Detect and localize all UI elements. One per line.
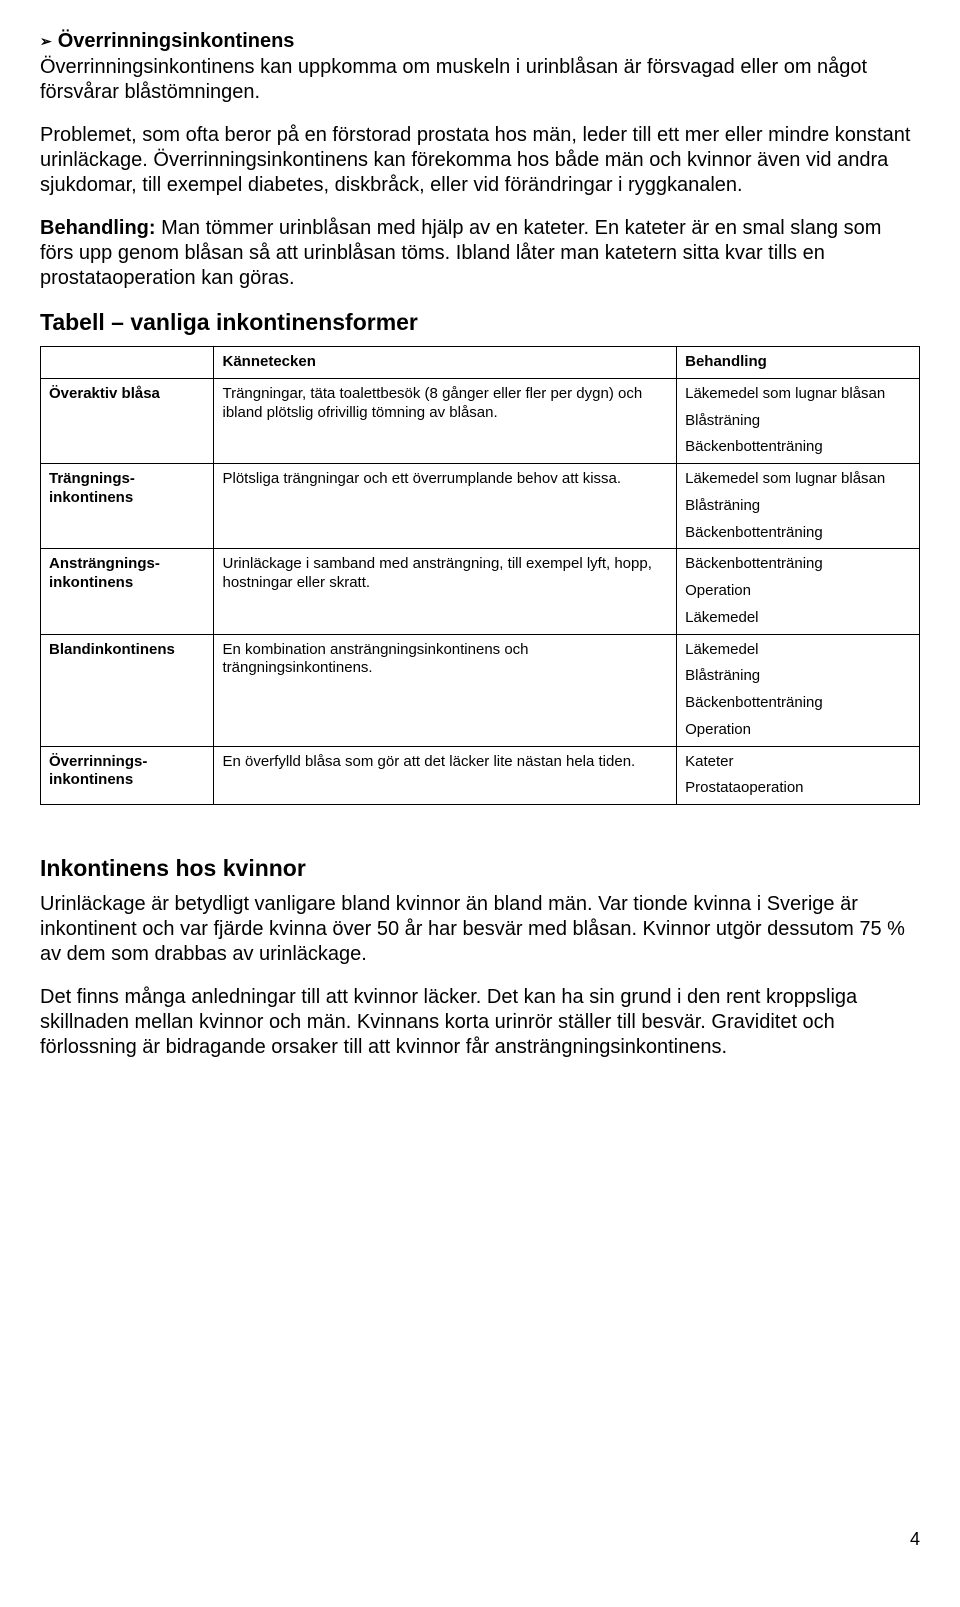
row-kenn: En kombination ansträngningsinkontinens … (214, 634, 677, 746)
page: ➢ Överrinningsinkontinens Överrinningsin… (0, 0, 960, 1570)
row-beh: Läkemedel som lugnar blåsan Blåsträning Bä… (677, 378, 920, 463)
paragraph: Överrinningsinkontinens kan uppkomma om … (40, 55, 920, 105)
beh-item: Bäckenbottenträning (685, 694, 911, 713)
table-header-beh: Behandling (677, 347, 920, 379)
beh-item: Prostataoperation (685, 779, 911, 798)
heading-text: Överrinningsinkontinens (58, 30, 295, 53)
paragraph: Det finns många anledningar till att kvi… (40, 985, 920, 1060)
paragraph-behandling: Behandling: Man tömmer urinblåsan med hj… (40, 216, 920, 291)
row-beh: Kateter Prostataoperation (677, 746, 920, 805)
beh-item: Läkemedel (685, 609, 911, 628)
behandling-label: Behandling: (40, 217, 156, 239)
beh-item: Läkemedel som lugnar blåsan (685, 470, 911, 489)
row-kenn: Urinläckage i samband med ansträngning, … (214, 549, 677, 634)
bullet-triangle-icon: ➢ (40, 33, 52, 50)
beh-item: Bäckenbottenträning (685, 555, 911, 574)
row-label: Blandinkontinens (41, 634, 214, 746)
beh-item: Kateter (685, 753, 911, 772)
row-kenn: Plötsliga trängningar och ett överrumpla… (214, 464, 677, 549)
table-header-row: Kännetecken Behandling (41, 347, 920, 379)
beh-item: Läkemedel (685, 641, 911, 660)
beh-item: Blåsträning (685, 412, 911, 431)
row-label: Överaktiv blåsa (41, 378, 214, 463)
row-kenn: En överfylld blåsa som gör att det läcke… (214, 746, 677, 805)
table-row: Ansträngnings- inkontinensUrinläckage i … (41, 549, 920, 634)
row-beh: Bäckenbottenträning Operation Läkemedel (677, 549, 920, 634)
paragraph: Problemet, som ofta beror på en förstora… (40, 123, 920, 198)
beh-item: Blåsträning (685, 667, 911, 686)
table-header-kenn: Kännetecken (214, 347, 677, 379)
beh-item: Blåsträning (685, 497, 911, 516)
row-beh: Läkemedel Blåsträning Bäckenbottenträning O… (677, 634, 920, 746)
table-row: Trängnings- inkontinensPlötsliga trängni… (41, 464, 920, 549)
paragraph: Urinläckage är betydligt vanligare bland… (40, 892, 920, 967)
row-kenn: Trängningar, täta toalettbesök (8 gånger… (214, 378, 677, 463)
table-row: Överrinnings- inkontinensEn överfylld bl… (41, 746, 920, 805)
row-label: Trängnings- inkontinens (41, 464, 214, 549)
beh-item: Operation (685, 721, 911, 740)
row-label: Ansträngnings- inkontinens (41, 549, 214, 634)
heading-overrinning: ➢ Överrinningsinkontinens (40, 30, 920, 53)
beh-item: Läkemedel som lugnar blåsan (685, 385, 911, 404)
behandling-text: Man tömmer urinblåsan med hjälp av en ka… (40, 217, 881, 289)
beh-item: Bäckenbottenträning (685, 524, 911, 543)
beh-item: Operation (685, 582, 911, 601)
table-row: BlandinkontinensEn kombination ansträngn… (41, 634, 920, 746)
section2-title: Inkontinens hos kvinnor (40, 855, 920, 882)
beh-item: Bäckenbottenträning (685, 438, 911, 457)
table-section-title: Tabell – vanliga inkontinensformer (40, 309, 920, 336)
row-label: Överrinnings- inkontinens (41, 746, 214, 805)
table-row: Överaktiv blåsaTrängningar, täta toalett… (41, 378, 920, 463)
inkontinens-table: Kännetecken Behandling Överaktiv blåsaTr… (40, 346, 920, 805)
page-number: 4 (910, 1529, 920, 1550)
row-beh: Läkemedel som lugnar blåsan Blåsträning Bä… (677, 464, 920, 549)
table-header-empty (41, 347, 214, 379)
